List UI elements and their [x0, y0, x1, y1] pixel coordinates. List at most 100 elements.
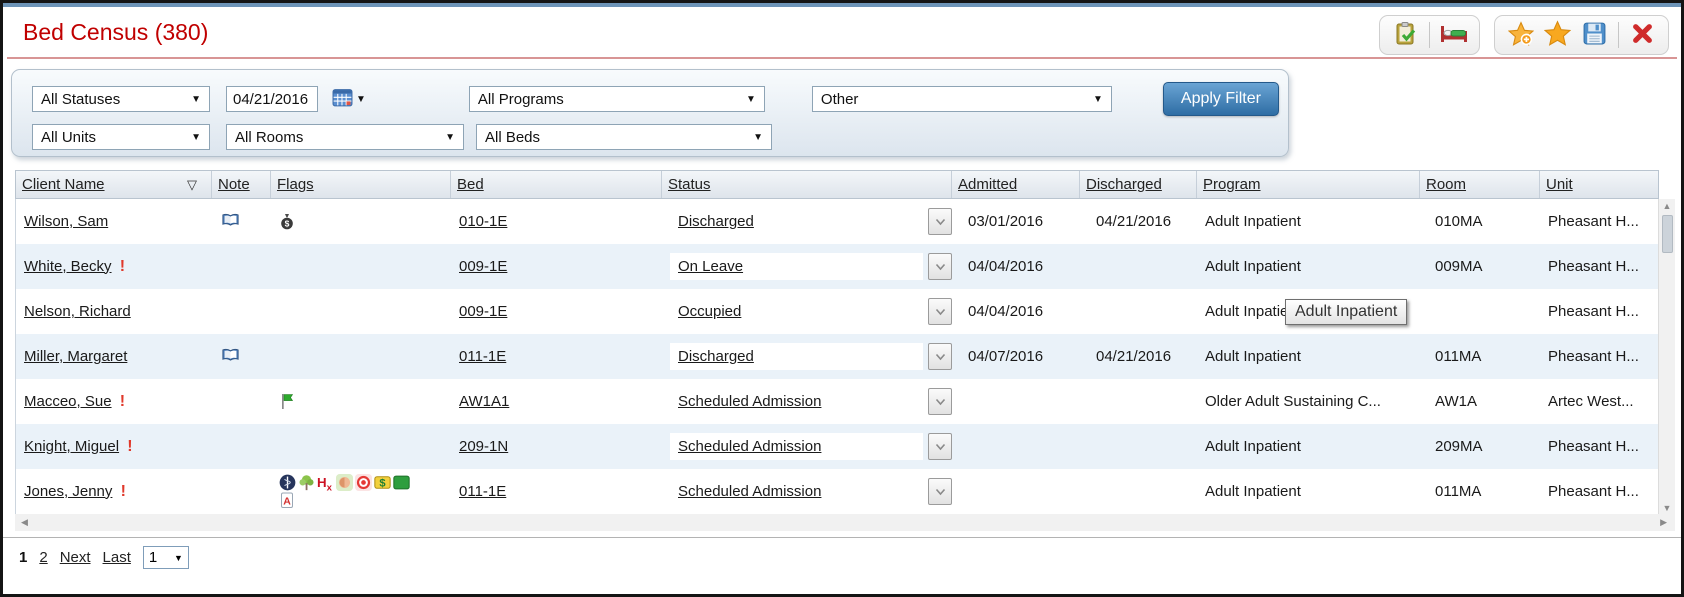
program-filter-select[interactable]: All Programs ▼ — [468, 86, 765, 112]
titlebar: Bed Census (380) — [3, 7, 1681, 57]
unit-cell: Pheasant H... — [1548, 303, 1639, 320]
unit-cell: Pheasant H... — [1548, 213, 1639, 230]
last-page-link[interactable]: Last — [102, 549, 131, 566]
unit-filter-select[interactable]: All Units ▼ — [32, 124, 210, 150]
client-name-cell: Nelson, Richard ! — [16, 303, 212, 320]
window-top-accent — [3, 3, 1681, 7]
chevron-down-icon: ▼ — [1093, 93, 1103, 105]
tree-icon — [298, 474, 315, 491]
apply-filter-button[interactable]: Apply Filter — [1162, 82, 1279, 116]
status-filter-select[interactable]: All Statuses ▼ — [32, 86, 210, 112]
client-name-link[interactable]: Nelson, Richard — [24, 303, 131, 320]
scroll-down-arrow-icon[interactable]: ▼ — [1662, 503, 1672, 513]
status-link[interactable]: On Leave — [678, 258, 744, 275]
status-sort-link[interactable]: Status — [668, 176, 711, 193]
room-filter-select[interactable]: All Rooms ▼ — [226, 124, 464, 150]
bed-link[interactable]: 010-1E — [459, 213, 508, 230]
client-name-sort-link[interactable]: Client Name — [22, 176, 105, 193]
unit-cell: Pheasant H... — [1548, 258, 1639, 275]
page-title: Bed Census (380) — [23, 19, 209, 45]
client-name-link[interactable]: Jones, Jenny — [24, 482, 113, 500]
chevron-down-icon — [935, 263, 945, 270]
bed-filter-select[interactable]: All Beds ▼ — [476, 124, 772, 150]
program-cell: Adult Inpatient — [1205, 303, 1301, 320]
client-name-link[interactable]: Miller, Margaret — [24, 348, 128, 365]
sort-descending-icon[interactable]: ▽ — [187, 176, 197, 192]
alert-exclamation-icon: ! — [119, 257, 126, 275]
client-name-link[interactable]: Knight, Miguel — [24, 437, 120, 455]
note-sort-link[interactable]: Note — [218, 176, 250, 193]
status-link[interactable]: Scheduled Admission — [678, 393, 822, 410]
admitted-cell: 04/04/2016 — [968, 258, 1044, 275]
unit-sort-link[interactable]: Unit — [1546, 176, 1573, 193]
page-2-link[interactable]: 2 — [39, 549, 48, 566]
client-name-cell: Macceo, Sue ! — [16, 393, 212, 411]
close-button[interactable] — [1629, 22, 1656, 49]
status-cell: On Leave — [662, 253, 952, 280]
status-link[interactable]: Occupied — [678, 303, 742, 320]
add-favorite-button[interactable] — [1507, 20, 1534, 49]
scroll-up-arrow-icon[interactable]: ▲ — [1662, 201, 1672, 211]
chevron-down-icon: ▼ — [445, 131, 455, 143]
status-dropdown-button[interactable] — [928, 208, 952, 235]
page-select-value: 1 — [148, 549, 158, 566]
medical-circle-icon — [279, 474, 296, 491]
vertical-scrollbar[interactable]: ▲ ▼ — [1658, 199, 1675, 515]
favorites-button[interactable] — [1543, 20, 1572, 49]
status-dropdown-button[interactable] — [928, 478, 952, 505]
note-cell — [212, 347, 271, 367]
status-dropdown-button[interactable] — [928, 343, 952, 370]
column-header-status: Status — [662, 171, 952, 198]
bed-link[interactable]: 011-1E — [459, 348, 507, 365]
bed-management-button[interactable] — [1440, 22, 1467, 49]
bed-link[interactable]: 009-1E — [459, 258, 508, 275]
calendar-picker-button[interactable]: ▼ — [332, 88, 366, 110]
vertical-scroll-thumb[interactable] — [1661, 215, 1673, 253]
status-link[interactable]: Scheduled Admission — [678, 483, 822, 500]
bed-link[interactable]: AW1A1 — [459, 393, 510, 410]
bed-sort-link[interactable]: Bed — [457, 176, 484, 193]
program-sort-link[interactable]: Program — [1203, 176, 1261, 193]
bed-cell: 010-1E — [451, 213, 662, 230]
status-cell: Scheduled Admission — [662, 388, 952, 415]
other-filter-select[interactable]: Other ▼ — [811, 86, 1112, 112]
toolbar-group-right — [1494, 15, 1669, 55]
bed-link[interactable]: 209-1N — [459, 438, 509, 455]
bed-link[interactable]: 011-1E — [459, 483, 507, 500]
save-button[interactable] — [1581, 22, 1608, 49]
page-select-dropdown[interactable]: 1 ▼ — [142, 546, 189, 569]
assessment-doc-icon: A — [279, 492, 296, 509]
status-link[interactable]: Discharged — [678, 348, 754, 365]
status-dropdown-button[interactable] — [928, 253, 952, 280]
client-name-link[interactable]: Macceo, Sue — [24, 392, 112, 410]
discharged-sort-link[interactable]: Discharged — [1086, 176, 1162, 193]
status-cell: Discharged — [662, 208, 952, 235]
table-row: White, Becky ! 009-1E On Leave 04/04/201… — [16, 244, 1658, 289]
horizontal-scrollbar[interactable]: ◀ ▶ — [15, 514, 1675, 531]
bed-filter-value: All Beds — [485, 128, 541, 146]
scroll-left-arrow-icon[interactable]: ◀ — [21, 517, 28, 527]
status-link[interactable]: Scheduled Admission — [678, 438, 822, 455]
status-dropdown-button[interactable] — [928, 433, 952, 460]
bed-link[interactable]: 009-1E — [459, 303, 508, 320]
next-page-link[interactable]: Next — [59, 549, 91, 566]
client-name-link[interactable]: White, Becky — [24, 257, 112, 275]
flags-sort-link[interactable]: Flags — [277, 176, 314, 193]
room-sort-link[interactable]: Room — [1426, 176, 1467, 193]
status-link[interactable]: Discharged — [678, 213, 754, 230]
scroll-right-arrow-icon[interactable]: ▶ — [1660, 517, 1667, 527]
client-name-link[interactable]: Wilson, Sam — [24, 213, 109, 230]
status-dropdown-button[interactable] — [928, 388, 952, 415]
census-date-input[interactable] — [226, 86, 318, 112]
column-header-room: Room — [1420, 171, 1540, 198]
status-cell: Occupied — [662, 298, 952, 325]
status-dropdown-button[interactable] — [928, 298, 952, 325]
room-filter-value: All Rooms — [235, 128, 304, 146]
admitted-sort-link[interactable]: Admitted — [958, 176, 1018, 193]
close-icon — [1631, 22, 1654, 48]
clipboard-report-button[interactable] — [1392, 21, 1419, 49]
unit-cell: Pheasant H... — [1548, 348, 1639, 365]
current-page-number: 1 — [19, 549, 28, 566]
